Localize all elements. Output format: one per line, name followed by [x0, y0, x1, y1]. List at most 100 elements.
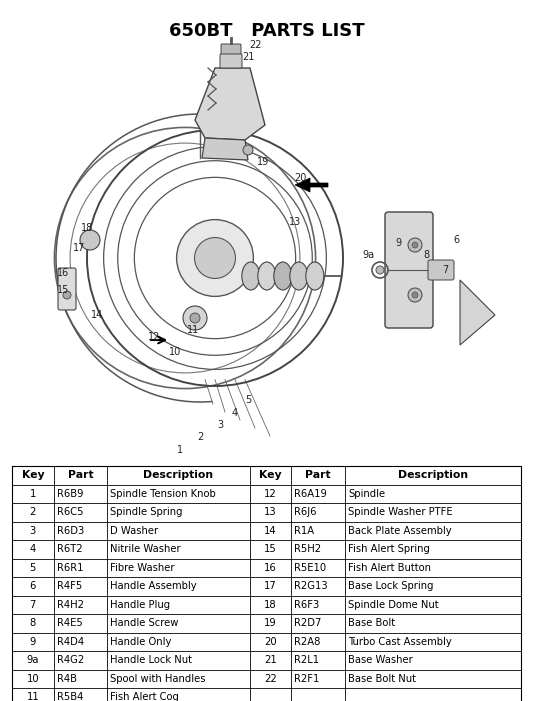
Text: R6J6: R6J6: [294, 508, 317, 517]
Text: R6F3: R6F3: [294, 600, 320, 610]
Text: 4: 4: [30, 544, 36, 554]
Text: 9a: 9a: [27, 655, 39, 665]
FancyBboxPatch shape: [220, 54, 242, 68]
Text: Back Plate Assembly: Back Plate Assembly: [348, 526, 451, 536]
Text: 3: 3: [30, 526, 36, 536]
Text: Handle Lock Nut: Handle Lock Nut: [110, 655, 192, 665]
Text: Fish Alert Button: Fish Alert Button: [348, 563, 431, 573]
Text: R4D4: R4D4: [56, 637, 84, 647]
Text: Handle Screw: Handle Screw: [110, 618, 179, 628]
Text: 16: 16: [264, 563, 277, 573]
Text: Handle Plug: Handle Plug: [110, 600, 171, 610]
Text: Spindle Tension Knob: Spindle Tension Knob: [110, 489, 216, 498]
Text: R4B: R4B: [56, 674, 77, 683]
Circle shape: [176, 219, 253, 297]
Text: Key: Key: [21, 470, 44, 480]
Text: R4F5: R4F5: [56, 581, 82, 591]
Text: 17: 17: [73, 243, 85, 253]
Text: 4: 4: [232, 408, 238, 418]
Text: 10: 10: [27, 674, 39, 683]
FancyBboxPatch shape: [385, 212, 433, 328]
Ellipse shape: [306, 262, 324, 290]
Text: R2G13: R2G13: [294, 581, 328, 591]
Text: Nitrile Washer: Nitrile Washer: [110, 544, 181, 554]
Text: R6R1: R6R1: [56, 563, 83, 573]
Text: 12: 12: [264, 489, 277, 498]
Text: R2F1: R2F1: [294, 674, 320, 683]
Text: Turbo Cast Assembly: Turbo Cast Assembly: [348, 637, 451, 647]
FancyBboxPatch shape: [428, 260, 454, 280]
Text: Handle Assembly: Handle Assembly: [110, 581, 197, 591]
FancyBboxPatch shape: [58, 268, 76, 310]
Text: 6: 6: [453, 235, 459, 245]
Text: 21: 21: [242, 52, 254, 62]
Text: 14: 14: [264, 526, 277, 536]
Circle shape: [376, 266, 384, 274]
Polygon shape: [460, 280, 495, 345]
Text: 9a: 9a: [362, 250, 374, 260]
Text: R6A19: R6A19: [294, 489, 327, 498]
Text: 2: 2: [197, 432, 203, 442]
Text: R4E5: R4E5: [56, 618, 83, 628]
Text: Fish Alert Cog: Fish Alert Cog: [110, 693, 179, 701]
Text: 18: 18: [264, 600, 277, 610]
Text: 6: 6: [30, 581, 36, 591]
Text: 22: 22: [264, 674, 277, 683]
Ellipse shape: [242, 262, 260, 290]
Text: 1: 1: [177, 445, 183, 455]
Text: 15: 15: [57, 285, 69, 295]
Text: D Washer: D Washer: [110, 526, 158, 536]
Text: Description: Description: [143, 470, 214, 480]
Polygon shape: [195, 68, 265, 140]
Text: R6C5: R6C5: [56, 508, 83, 517]
Circle shape: [190, 313, 200, 323]
Circle shape: [183, 306, 207, 330]
Text: Base Bolt Nut: Base Bolt Nut: [348, 674, 416, 683]
Text: Spindle Washer PTFE: Spindle Washer PTFE: [348, 508, 453, 517]
Polygon shape: [295, 178, 328, 192]
Text: 3: 3: [217, 420, 223, 430]
Text: 5: 5: [245, 395, 251, 405]
Text: 7: 7: [30, 600, 36, 610]
Text: 8: 8: [30, 618, 36, 628]
FancyBboxPatch shape: [221, 44, 241, 56]
Text: 21: 21: [264, 655, 277, 665]
Text: 11: 11: [187, 325, 199, 335]
Text: 650BT   PARTS LIST: 650BT PARTS LIST: [168, 22, 365, 40]
Circle shape: [408, 238, 422, 252]
Ellipse shape: [258, 262, 276, 290]
Text: R6T2: R6T2: [56, 544, 83, 554]
Text: 10: 10: [169, 347, 181, 357]
Circle shape: [412, 292, 418, 298]
Text: Base Lock Spring: Base Lock Spring: [348, 581, 433, 591]
Text: 12: 12: [148, 332, 160, 342]
Text: 16: 16: [57, 268, 69, 278]
Text: 19: 19: [264, 618, 277, 628]
Text: R5E10: R5E10: [294, 563, 327, 573]
Text: R4H2: R4H2: [56, 600, 84, 610]
Text: 17: 17: [264, 581, 277, 591]
Text: 2: 2: [30, 508, 36, 517]
Text: 18: 18: [81, 223, 93, 233]
Ellipse shape: [290, 262, 308, 290]
Text: Fish Alert Spring: Fish Alert Spring: [348, 544, 430, 554]
Text: R6D3: R6D3: [56, 526, 84, 536]
Text: 1: 1: [30, 489, 36, 498]
Text: R2D7: R2D7: [294, 618, 322, 628]
Text: 22: 22: [249, 40, 261, 50]
Circle shape: [80, 230, 100, 250]
Ellipse shape: [274, 262, 292, 290]
Circle shape: [243, 145, 253, 155]
Text: R4G2: R4G2: [56, 655, 84, 665]
Text: 11: 11: [27, 693, 39, 701]
Text: Handle Only: Handle Only: [110, 637, 172, 647]
Text: R6B9: R6B9: [56, 489, 83, 498]
Text: R5H2: R5H2: [294, 544, 321, 554]
Circle shape: [408, 288, 422, 302]
Text: Spindle Spring: Spindle Spring: [110, 508, 183, 517]
Text: Base Bolt: Base Bolt: [348, 618, 395, 628]
Text: Spindle: Spindle: [348, 489, 385, 498]
Bar: [12, 466, 521, 701]
Circle shape: [195, 238, 236, 278]
Text: Key: Key: [259, 470, 282, 480]
